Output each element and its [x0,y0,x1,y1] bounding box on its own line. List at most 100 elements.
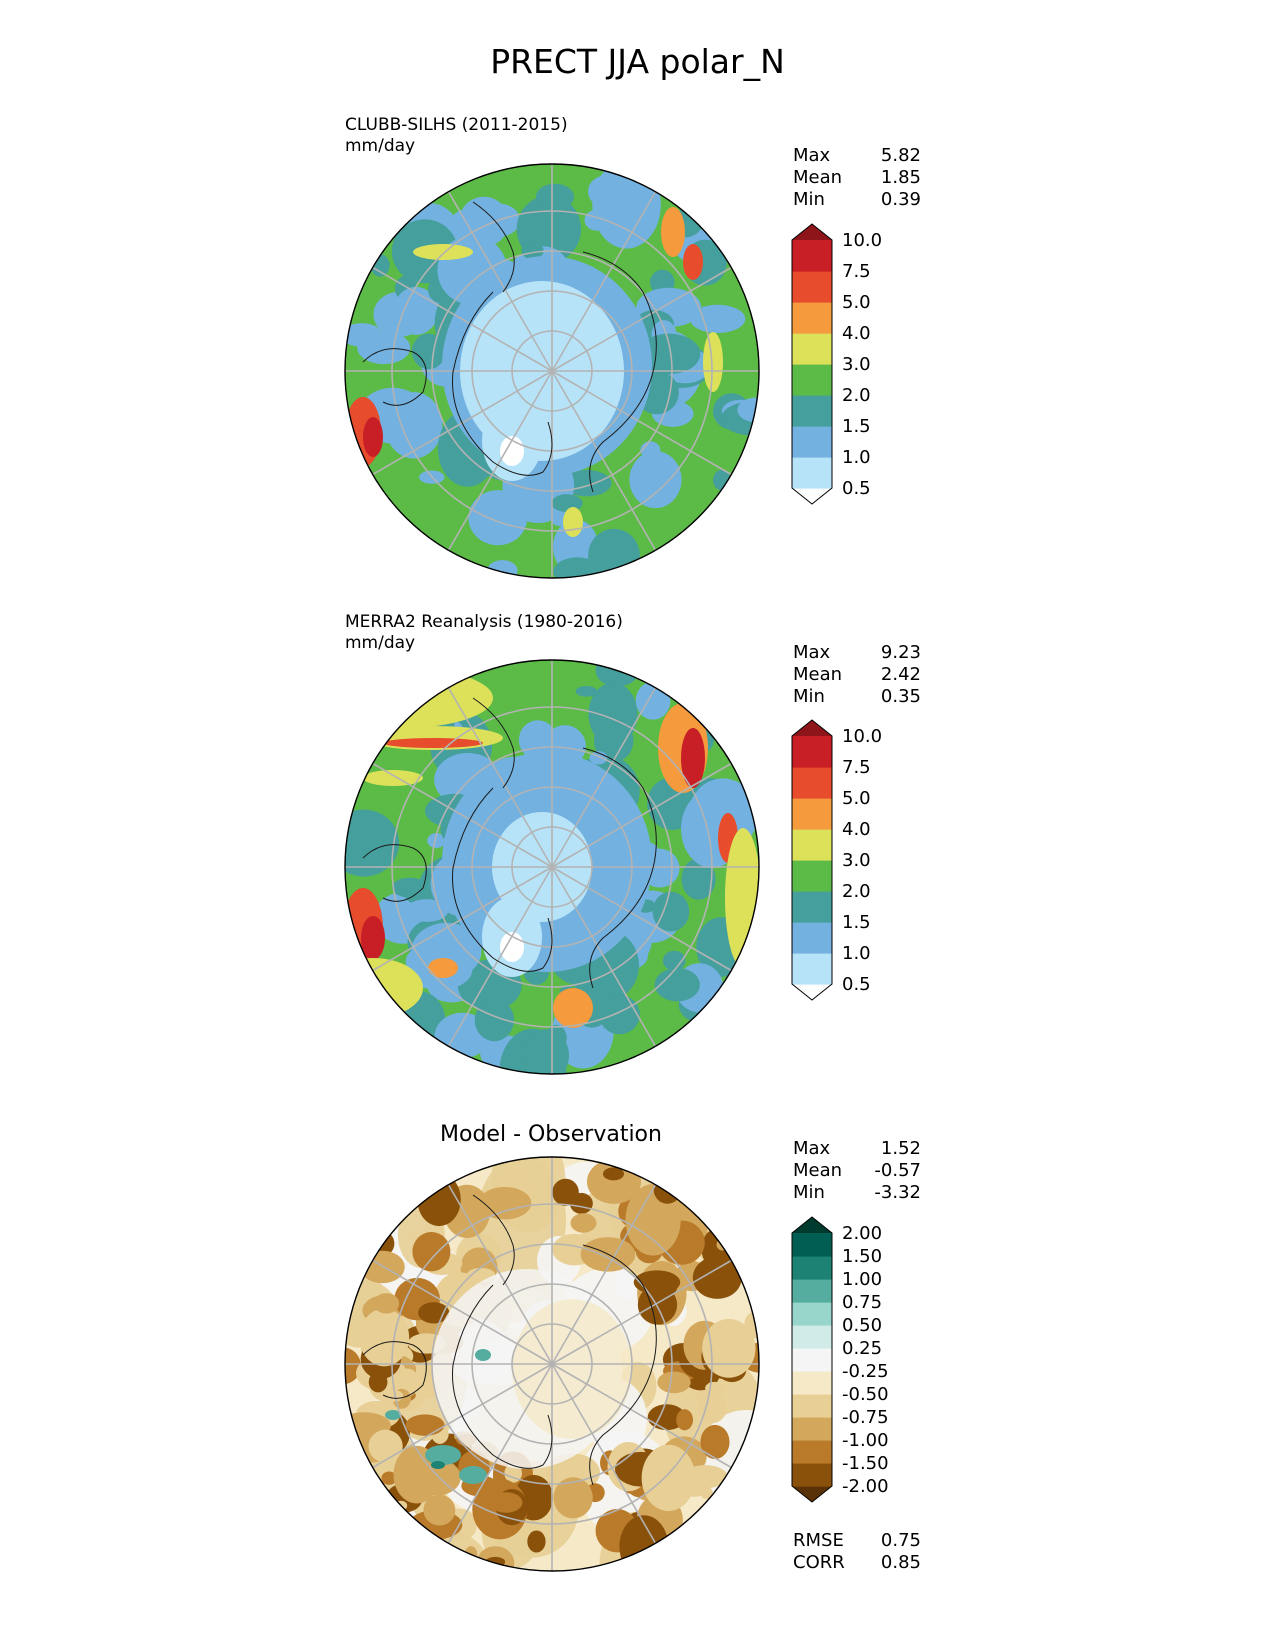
colorbar-tick-label: 5.0 [842,292,871,313]
colorbar-tick-label: 0.5 [842,974,871,995]
anomaly-blob [459,1466,487,1484]
colorbar-extend-max [792,720,832,736]
anomaly-blob [705,1529,759,1571]
colorbar-band [792,953,832,985]
panel-units: mm/day [345,633,416,653]
colorbar-tick-label: -1.00 [842,1430,889,1451]
colorbar-tick-label: 2.0 [842,881,871,902]
precip-blob [411,333,446,370]
stat-min: Min 0.39 [793,189,921,210]
precip-blob [522,1029,569,1074]
anomaly-blob [696,1523,759,1571]
anomaly-blob [478,1186,532,1220]
colorbar-tick-label: -0.50 [842,1384,889,1405]
meridian-line [447,866,553,1047]
precip-blob [575,685,598,697]
colorbar-extend-min [792,984,832,1000]
coastline [362,844,427,902]
meridian-line [551,866,732,972]
anomaly-blob [570,1213,597,1233]
anomaly-blob [489,1492,523,1513]
colorbar-band [792,271,832,303]
colorbar-tick-label: 4.0 [842,323,871,344]
precip-blob [683,244,703,280]
colorbar-outline [791,719,833,1001]
meridian-line [551,370,732,476]
panel-units: mm/day [345,136,416,156]
colorbar-band [792,1417,832,1441]
coastlines [362,201,657,493]
colorbar-band [792,302,832,334]
stat-mean: Mean 2.42 [793,664,921,685]
panel-label: Model - Observation [440,1122,662,1147]
colorbar-band [792,767,832,799]
stat-mean: Mean 1.85 [793,167,921,188]
anomaly-blob [700,1486,713,1499]
stat-max: Max 5.82 [793,145,921,166]
colorbar-tick-label: 2.00 [842,1223,882,1244]
stat-rmse: RMSE 0.75 [793,1530,921,1551]
precip-blob [637,333,701,375]
anomaly-blob [700,1424,730,1460]
meridian-line [551,687,657,868]
coastline [452,291,553,476]
meridian-line [447,1363,553,1544]
colorbar-tick-label: 0.5 [842,478,871,499]
coastline [472,1194,515,1286]
colorbar-tick-label: 7.5 [842,261,871,282]
anomaly-blob [602,1167,625,1181]
precip-blob [535,183,574,211]
colorbar-tick-label: 10.0 [842,726,882,747]
precip-blob [561,470,612,497]
stats-box: Max 9.23 Mean 2.42 Min 0.35 [793,642,921,708]
colorbar-tick-label: 2.0 [842,385,871,406]
colorbar-tick-label: 0.75 [842,1292,882,1313]
coastline [472,201,515,293]
precip-blob [652,891,690,932]
anomaly-blob [405,1414,445,1436]
stat-max: Max 1.52 [793,1138,921,1159]
anomaly-blob [641,1444,696,1512]
colorbar-extend-max [792,1217,832,1233]
colorbar-tick-label: 1.5 [842,912,871,933]
colorbar-tick-label: 1.0 [842,943,871,964]
colorbar-band [792,364,832,396]
meridian-line [551,370,657,551]
figure-title: PRECT JJA polar_N [490,42,785,81]
colorbar-band [792,1325,832,1349]
precip-blob [459,196,509,247]
meridian-line [551,1184,657,1365]
coastline [362,348,427,406]
anomaly-blob [655,1549,697,1571]
precip-blob [474,998,514,1042]
polar-map [344,1156,760,1572]
map-boundary [344,1156,760,1572]
stats-box: Max 1.52 Mean -0.57 Min -3.32 [793,1138,921,1204]
meridian-line [447,1184,553,1365]
precip-blob [662,950,686,971]
coastline [582,251,657,493]
colorbar-band [792,1348,832,1372]
stat-min: Min -3.32 [793,1182,921,1203]
precip-blob [345,323,383,347]
meridian-line [551,762,732,868]
meridian-line [372,762,553,868]
colorbar-tick-label: -0.25 [842,1361,889,1382]
panel-label: MERRA2 Reanalysis (1980-2016) [345,612,623,632]
coastlines [362,1194,657,1486]
colorbar-tick-label: 7.5 [842,757,871,778]
precip-blob [588,528,640,578]
precip-blob [689,304,746,334]
colorbar-tick-label: 4.0 [842,819,871,840]
colorbar-tick-label: 1.5 [842,416,871,437]
meridian-line [551,266,732,372]
anomaly-blob [345,1456,368,1491]
anomaly-blob [345,1347,361,1385]
colorbar-tick-label: 0.50 [842,1315,882,1336]
polar-map [344,659,760,1075]
stat-mean: Mean -0.57 [793,1160,921,1181]
meridian-line [551,1363,732,1469]
colorbar-band [792,240,832,272]
anomaly-blob [475,1349,491,1361]
anomaly-blob [674,1544,712,1571]
